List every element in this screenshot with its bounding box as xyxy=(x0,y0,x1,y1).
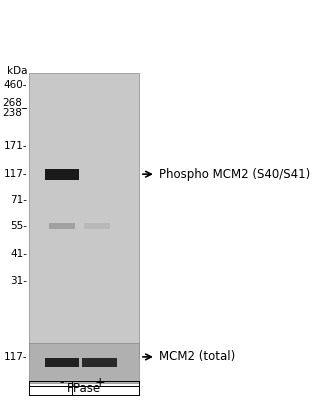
Bar xyxy=(29,343,139,383)
Text: PPase: PPase xyxy=(66,382,101,395)
Bar xyxy=(49,223,75,229)
Text: 460-: 460- xyxy=(4,80,27,90)
Text: 238¯: 238¯ xyxy=(2,108,27,118)
Text: 171-: 171- xyxy=(4,141,27,151)
Text: 117-: 117- xyxy=(4,352,27,362)
Text: -: - xyxy=(60,376,64,389)
Bar xyxy=(82,358,117,367)
Bar xyxy=(84,223,110,229)
Bar xyxy=(29,73,139,359)
Bar xyxy=(45,169,79,180)
Text: 55-: 55- xyxy=(10,221,27,231)
Text: 117-: 117- xyxy=(4,169,27,179)
Text: 268_: 268_ xyxy=(2,97,27,108)
Text: MCM2 (total): MCM2 (total) xyxy=(159,350,235,364)
Text: 41-: 41- xyxy=(10,249,27,259)
Text: kDa: kDa xyxy=(7,66,27,76)
Text: Phospho MCM2 (S40/S41): Phospho MCM2 (S40/S41) xyxy=(159,168,310,181)
Text: 71-: 71- xyxy=(10,195,27,205)
Text: 31-: 31- xyxy=(10,276,27,286)
Text: +: + xyxy=(94,376,105,389)
Bar xyxy=(45,358,79,367)
